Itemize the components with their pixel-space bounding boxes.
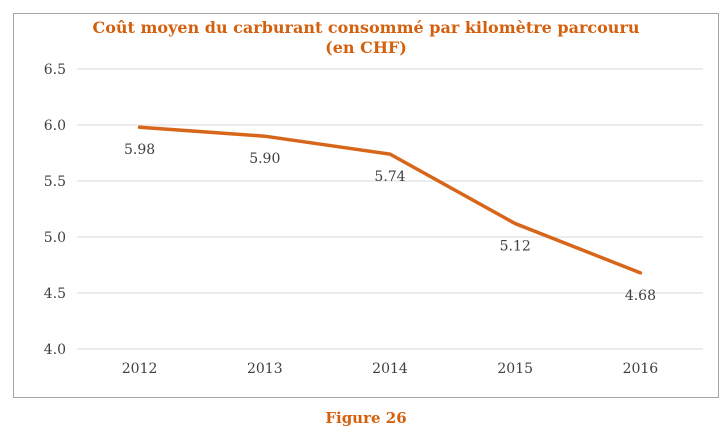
chart-frame [13, 13, 719, 398]
y-tick-label: 5.5 [44, 174, 66, 190]
y-tick-label: 4.0 [44, 342, 66, 358]
x-tick-label: 2012 [122, 361, 158, 377]
data-label: 5.98 [124, 142, 155, 158]
chart-title-line2: (en CHF) [325, 38, 407, 57]
data-label: 5.12 [500, 239, 531, 255]
figure-caption: Figure 26 [325, 409, 407, 427]
y-tick-label: 4.5 [44, 286, 66, 302]
data-line [137, 125, 643, 275]
data-label: 5.90 [249, 151, 280, 167]
x-tick-label: 2015 [497, 361, 533, 377]
y-tick-label: 5.0 [44, 230, 66, 246]
y-tick-label: 6.5 [44, 62, 66, 78]
chart-title-line1: Coût moyen du carburant consommé par kil… [92, 18, 640, 37]
x-tick-label: 2014 [372, 361, 408, 377]
data-label: 5.74 [374, 169, 405, 185]
x-tick-label: 2016 [623, 361, 659, 377]
x-tick-label: 2013 [247, 361, 283, 377]
chart-title: Coût moyen du carburant consommé par kil… [13, 18, 719, 58]
y-tick-label: 6.0 [44, 118, 66, 134]
data-label: 4.68 [625, 288, 656, 304]
